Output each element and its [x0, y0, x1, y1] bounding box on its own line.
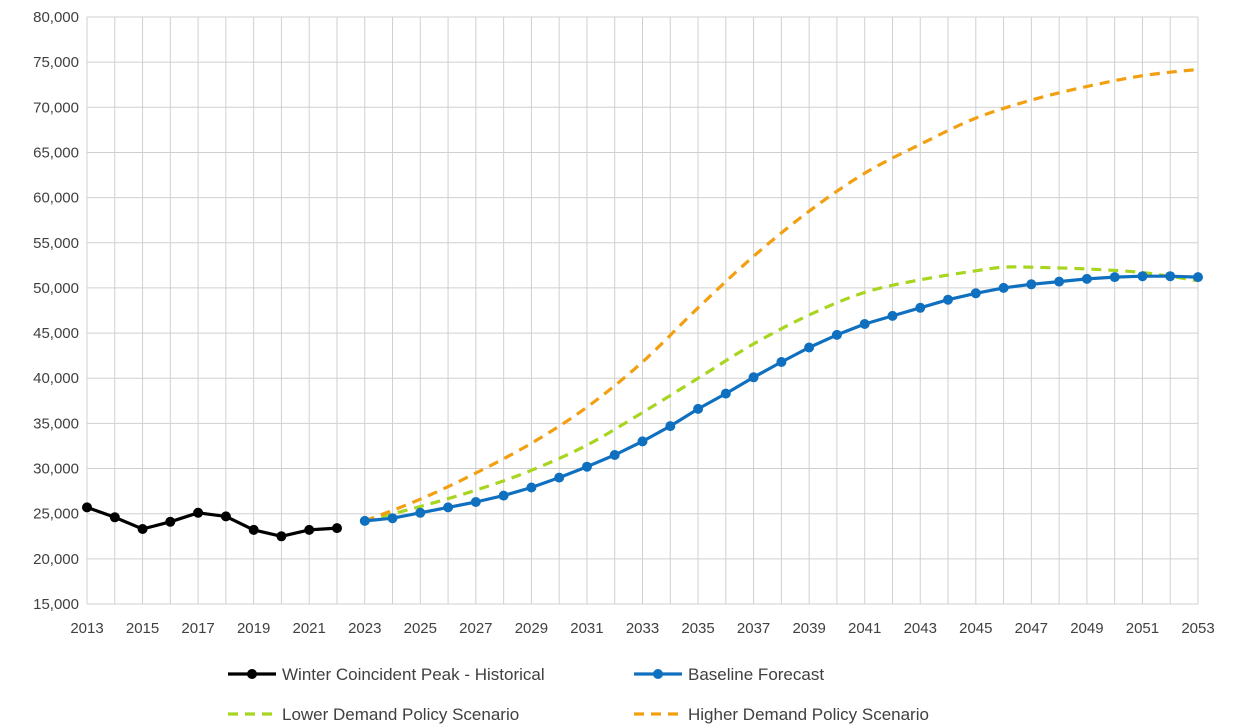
data-point [720, 388, 731, 399]
data-point [1054, 276, 1065, 287]
data-point [248, 524, 259, 535]
legend-marker [653, 669, 663, 679]
x-tick-label: 2013 [70, 620, 103, 637]
y-tick-label: 35,000 [33, 415, 79, 432]
x-tick-label: 2045 [959, 620, 992, 637]
y-tick-label: 65,000 [33, 144, 79, 161]
x-tick-label: 2019 [237, 620, 270, 637]
data-point [831, 329, 842, 340]
data-point [470, 497, 481, 507]
data-point [776, 357, 787, 367]
legend-item-winter-coincident-peak-historical: Winter Coincident Peak - Historical [228, 665, 545, 684]
y-axis-ticks: 15,000 20,000 25,000 30,000 35,000 40,000 45,0… [33, 9, 79, 613]
x-tick-label: 2031 [570, 620, 603, 637]
data-point [665, 421, 676, 432]
data-point [915, 302, 926, 313]
x-axis-ticks: 2013 2015 2017 2019 2021 2023 2025 2027 2029 2031… [70, 620, 1214, 637]
data-point [526, 482, 537, 493]
legend-item-lower-demand-policy-scenario: Lower Demand Policy Scenario [228, 705, 519, 724]
data-point [304, 524, 315, 535]
series-baseline-forecast [359, 271, 1203, 526]
data-point [1026, 279, 1037, 290]
y-tick-label: 40,000 [33, 370, 79, 387]
legend-label: Higher Demand Policy Scenario [688, 705, 929, 724]
legend-label: Winter Coincident Peak - Historical [282, 665, 545, 684]
data-point [998, 282, 1009, 293]
x-tick-label: 2021 [293, 620, 326, 637]
data-point [332, 523, 342, 534]
y-tick-label: 75,000 [33, 54, 79, 71]
legend: Winter Coincident Peak - Historical Basel… [228, 665, 929, 724]
data-point [387, 513, 398, 524]
data-point [609, 450, 620, 460]
y-tick-label: 30,000 [33, 461, 79, 478]
data-point [748, 372, 759, 383]
x-tick-label: 2015 [126, 620, 159, 637]
data-point [970, 288, 981, 299]
x-tick-label: 2039 [792, 620, 825, 637]
x-tick-label: 2049 [1070, 620, 1103, 637]
y-tick-label: 20,000 [33, 551, 79, 568]
data-point [220, 511, 231, 522]
data-point [554, 472, 565, 483]
x-tick-label: 2037 [737, 620, 770, 637]
legend-item-baseline-forecast: Baseline Forecast [634, 665, 824, 684]
series-lower-demand-policy-scenario [364, 265, 1199, 523]
x-tick-label: 2023 [348, 620, 381, 637]
series-winter-coincident-peak-historical [82, 502, 342, 542]
data-point [887, 310, 898, 321]
y-tick-label: 55,000 [33, 235, 79, 252]
data-point [637, 436, 648, 447]
data-point [276, 531, 287, 542]
y-tick-label: 50,000 [33, 280, 79, 297]
legend-item-higher-demand-policy-scenario: Higher Demand Policy Scenario [634, 705, 929, 724]
series-line-higher-demand-policy-scenario [364, 67, 1199, 523]
x-tick-label: 2051 [1126, 620, 1159, 637]
data-point [1109, 272, 1120, 283]
data-point [443, 502, 454, 513]
legend-label: Baseline Forecast [688, 665, 824, 684]
series-higher-demand-policy-scenario [364, 67, 1199, 523]
y-tick-label: 15,000 [33, 596, 79, 613]
data-point [1165, 271, 1176, 282]
x-tick-label: 2053 [1181, 620, 1214, 637]
data-point [1137, 271, 1148, 282]
x-tick-label: 2017 [181, 620, 214, 637]
legend-label: Lower Demand Policy Scenario [282, 705, 519, 724]
x-tick-label: 2035 [681, 620, 714, 637]
y-tick-label: 45,000 [33, 325, 79, 342]
data-point [109, 512, 120, 523]
data-point [1081, 273, 1092, 284]
x-tick-label: 2043 [904, 620, 937, 637]
data-point [804, 342, 815, 353]
data-point [498, 490, 509, 501]
data-point [582, 461, 592, 472]
x-tick-label: 2041 [848, 620, 881, 637]
data-point [415, 507, 426, 518]
x-tick-label: 2033 [626, 620, 659, 637]
y-tick-label: 80,000 [33, 9, 79, 26]
x-tick-label: 2025 [404, 620, 437, 637]
x-tick-label: 2047 [1015, 620, 1048, 637]
data-point [1193, 272, 1203, 283]
series-group [82, 67, 1203, 542]
data-point [693, 403, 704, 414]
data-point [859, 319, 870, 329]
y-tick-label: 70,000 [33, 99, 79, 116]
data-point [137, 524, 148, 534]
data-point [165, 516, 176, 527]
series-line-winter-coincident-peak-historical [86, 505, 338, 538]
y-tick-label: 60,000 [33, 190, 79, 207]
y-tick-label: 25,000 [33, 506, 79, 523]
legend-marker [247, 669, 257, 679]
x-tick-label: 2029 [515, 620, 548, 637]
x-tick-label: 2027 [459, 620, 492, 637]
data-point [82, 502, 92, 513]
series-line-lower-demand-policy-scenario [364, 265, 1199, 523]
data-point [943, 294, 953, 305]
grid-lines [86, 16, 1199, 605]
data-point [359, 515, 370, 526]
data-point [193, 507, 204, 518]
